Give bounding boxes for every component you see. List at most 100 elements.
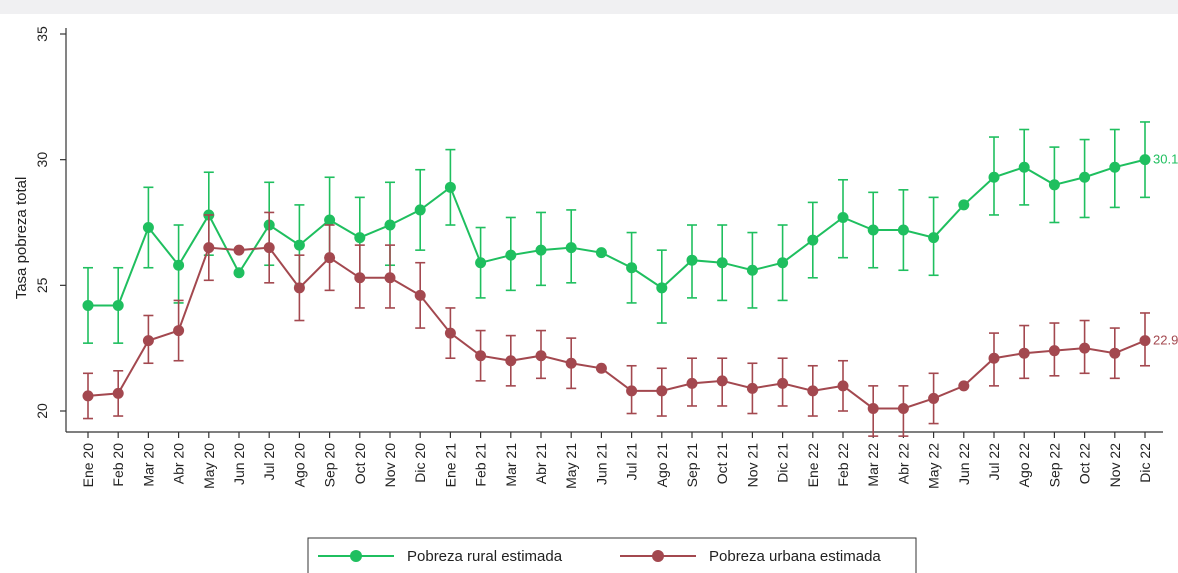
point-1-nov-21	[746, 382, 758, 394]
x-tick-label-abr-20: Abr 20	[171, 443, 187, 484]
point-1-ago-22	[1018, 347, 1030, 359]
point-0-jul-22	[988, 171, 1000, 183]
point-0-nov-22	[1109, 161, 1121, 173]
point-1-oct-20	[354, 272, 366, 284]
x-tick-label-dic-22: Dic 22	[1137, 443, 1153, 483]
x-tick-label-feb-21: Feb 21	[473, 443, 489, 487]
point-1-mar-22	[867, 402, 879, 414]
point-0-sep-20	[324, 214, 336, 226]
end-label-pobreza-urbana-estimada: 22.9	[1153, 333, 1178, 348]
point-0-jun-22	[958, 199, 970, 211]
point-0-sep-21	[686, 254, 698, 266]
point-0-nov-21	[746, 264, 758, 276]
point-0-mar-20	[142, 222, 154, 234]
point-0-mar-21	[505, 249, 517, 261]
point-0-feb-20	[112, 299, 124, 311]
x-tick-label-may-21: May 21	[563, 443, 579, 489]
point-1-sep-21	[686, 377, 698, 389]
x-tick-label-jun-21: Jun 21	[593, 443, 609, 485]
x-tick-label-mar-22: Mar 22	[865, 443, 881, 487]
point-1-jun-21	[595, 362, 607, 374]
x-tick-label-oct-22: Oct 22	[1077, 443, 1093, 484]
point-1-jun-22	[958, 380, 970, 392]
point-1-sep-22	[1048, 345, 1060, 357]
x-tick-label-nov-21: Nov 21	[744, 443, 760, 488]
chart-axes: 20 25 30 35 Ene 20 Feb 20 Mar 20 Abr 20 May 20 Ju…	[34, 26, 1163, 489]
x-tick-label-may-22: May 22	[926, 443, 942, 489]
point-1-oct-22	[1079, 342, 1091, 354]
x-tick-label-jun-22: Jun 22	[956, 443, 972, 485]
point-0-dic-21	[777, 257, 789, 269]
x-tick-label-mar-21: Mar 21	[503, 443, 519, 487]
point-0-jun-21	[595, 247, 607, 259]
x-tick-label-jun-20: Jun 20	[231, 443, 247, 485]
point-1-dic-21	[777, 377, 789, 389]
series-pobreza-urbana-estimada: 22.9	[82, 211, 1178, 437]
point-1-sep-20	[324, 252, 336, 264]
x-tick-label-ene-22: Ene 22	[805, 443, 821, 488]
point-1-ene-21	[444, 327, 456, 339]
point-0-dic-22	[1139, 154, 1151, 166]
point-0-ago-20	[293, 239, 305, 251]
legend-swatch-rural-marker	[350, 550, 362, 562]
point-1-nov-22	[1109, 347, 1121, 359]
point-0-ene-22	[807, 234, 819, 246]
point-1-nov-20	[384, 272, 396, 284]
x-tick-label-abr-22: Abr 22	[895, 443, 911, 484]
y-tick-label-25: 25	[34, 277, 50, 293]
x-tick-label-ago-22: Ago 22	[1016, 443, 1032, 488]
y-tick-label-20: 20	[34, 403, 50, 419]
point-0-may-22	[928, 232, 940, 244]
x-tick-label-feb-20: Feb 20	[110, 443, 126, 487]
point-1-ene-20	[82, 390, 94, 402]
x-tick-label-ene-20: Ene 20	[80, 443, 96, 488]
point-1-jul-22	[988, 352, 1000, 364]
point-1-jul-20	[263, 242, 275, 254]
x-tick-label-nov-20: Nov 20	[382, 443, 398, 488]
point-1-feb-20	[112, 387, 124, 399]
end-label-pobreza-rural-estimada: 30.1	[1153, 152, 1178, 167]
point-1-dic-20	[414, 289, 426, 301]
point-1-ago-21	[656, 385, 668, 397]
x-tick-label-ene-21: Ene 21	[442, 443, 458, 488]
point-0-ene-21	[444, 181, 456, 193]
point-1-mar-20	[142, 335, 154, 347]
series-layer: 30.1 22.9	[82, 121, 1178, 437]
point-0-oct-20	[354, 232, 366, 244]
x-tick-label-may-20: May 20	[201, 443, 217, 489]
legend-label-rural: Pobreza rural estimada	[407, 548, 563, 565]
x-tick-label-ago-21: Ago 21	[654, 443, 670, 488]
x-tick-label-feb-22: Feb 22	[835, 443, 851, 487]
point-0-may-21	[565, 242, 577, 254]
legend-label-urban: Pobreza urbana estimada	[709, 548, 881, 565]
series-line-pobreza-urbana-estimada	[87, 246, 1146, 410]
point-0-feb-22	[837, 211, 849, 223]
x-tick-label-abr-21: Abr 21	[533, 443, 549, 484]
x-tick-label-sep-20: Sep 20	[322, 443, 338, 488]
point-1-jul-21	[626, 385, 638, 397]
point-0-oct-22	[1079, 171, 1091, 183]
point-0-jun-20	[233, 267, 245, 279]
point-0-ene-20	[82, 299, 94, 311]
point-0-abr-21	[535, 244, 547, 256]
point-0-ago-22	[1018, 161, 1030, 173]
legend: Pobreza rural estimada Pobreza urbana es…	[307, 537, 917, 573]
point-1-ago-20	[293, 282, 305, 294]
x-tick-label-oct-20: Oct 20	[352, 443, 368, 484]
x-tick-label-nov-22: Nov 22	[1107, 443, 1123, 488]
x-tick-label-sep-21: Sep 21	[684, 443, 700, 488]
x-tick-label-jul-20: Jul 20	[261, 443, 277, 481]
point-1-jun-20	[233, 244, 245, 256]
point-0-dic-20	[414, 204, 426, 216]
point-1-may-22	[928, 392, 940, 404]
y-tick-label-35: 35	[34, 26, 50, 42]
x-tick-label-oct-21: Oct 21	[714, 443, 730, 484]
point-1-mar-21	[505, 355, 517, 367]
x-tick-label-dic-20: Dic 20	[412, 443, 428, 483]
point-1-abr-21	[535, 350, 547, 362]
top-border-strip	[0, 0, 1178, 14]
point-0-oct-21	[716, 257, 728, 269]
y-axis-label: Tasa pobreza total	[13, 177, 30, 300]
point-1-feb-22	[837, 380, 849, 392]
